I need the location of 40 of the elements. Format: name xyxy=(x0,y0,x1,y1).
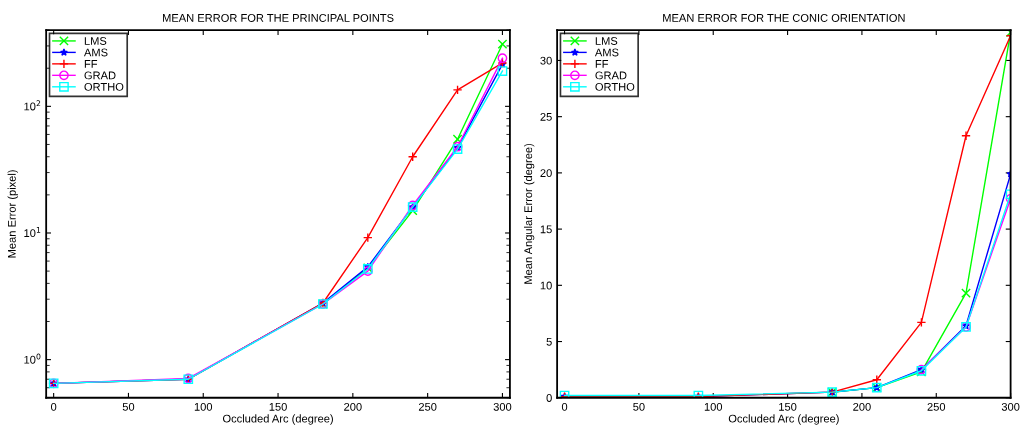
chart-title: MEAN ERROR FOR THE CONIC ORIENTATION xyxy=(663,14,905,22)
legend-label: LMS xyxy=(84,37,107,45)
x-tick-label: 250 xyxy=(927,402,946,411)
y-tick-label: 20 xyxy=(540,169,552,178)
legend-label: FF xyxy=(84,60,98,68)
x-tick-label: 150 xyxy=(269,402,287,411)
x-axis-title: Occluded Arc (degree) xyxy=(728,414,839,425)
legend-label: AMS xyxy=(83,48,108,57)
x-tick-label: 200 xyxy=(853,402,871,411)
x-tick-label: 150 xyxy=(779,402,797,411)
x-tick-label: 100 xyxy=(194,402,213,411)
y-tick-label: 10$^{2}$ xyxy=(24,100,41,111)
legend-label: GRAD xyxy=(595,71,627,80)
y-tick-label: 10$^{1}$ xyxy=(24,227,41,238)
y-tick-label: 0 xyxy=(546,394,552,402)
y-axis-title: Mean Angular Error (degree) xyxy=(523,143,535,284)
x-tick-label: 100 xyxy=(704,402,723,411)
legend-label: AMS xyxy=(594,48,619,57)
y-tick-label: 15 xyxy=(540,225,552,234)
y-tick-label: 30 xyxy=(540,56,552,65)
x-tick-label: 300 xyxy=(493,402,512,411)
y-tick-label: 10$^{0}$ xyxy=(24,353,41,364)
x-tick-label: 50 xyxy=(122,402,135,411)
legend-label: LMS xyxy=(595,37,618,45)
x-tick-label: 50 xyxy=(633,402,645,411)
x-tick-label: 0 xyxy=(50,402,57,411)
y-tick-label: 10 xyxy=(540,281,552,290)
legend-label: ORTHO xyxy=(595,82,635,91)
legend-label: FF xyxy=(595,60,609,68)
x-tick-label: 300 xyxy=(1001,402,1020,411)
y-tick-label: 5 xyxy=(546,337,552,346)
legend-label: GRAD xyxy=(84,71,116,80)
y-axis-title: Mean Error (pixel) xyxy=(7,170,18,258)
y-tick-label: 25 xyxy=(540,112,552,121)
x-tick-label: 0 xyxy=(561,402,568,411)
x-tick-label: 250 xyxy=(418,402,437,411)
legend-label: ORTHO xyxy=(84,82,124,91)
x-tick-label: 200 xyxy=(344,402,362,411)
chart-title: MEAN ERROR FOR THE PRINCIPAL POINTS xyxy=(162,14,394,22)
x-axis-title: Occluded Arc (degree) xyxy=(222,414,333,425)
